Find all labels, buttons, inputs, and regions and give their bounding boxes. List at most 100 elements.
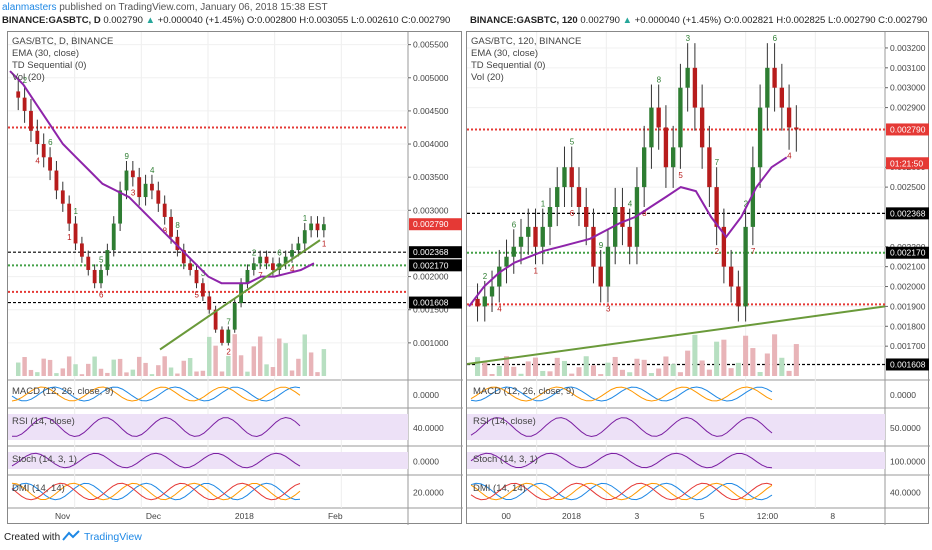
volume-bar	[590, 365, 596, 376]
volume-bar	[181, 360, 187, 376]
td-count-label: 2	[226, 348, 231, 357]
td-count-label: 2	[744, 200, 749, 209]
volume-bar	[232, 334, 237, 376]
volume-bar	[60, 368, 66, 376]
candle-body	[137, 177, 142, 198]
dmi-line	[11, 482, 301, 501]
candle-body	[200, 283, 205, 297]
candle-body	[569, 167, 574, 188]
candle-body	[714, 187, 719, 227]
volume-bar	[721, 339, 727, 376]
volume-bar	[162, 356, 167, 376]
right-chart-svg[interactable]: 0.0032000.0031000.0030000.0029000.002600…	[467, 32, 930, 525]
volume-bar	[47, 359, 53, 376]
td-count-label: 2	[23, 76, 28, 85]
x-tick-label: 3	[634, 511, 639, 521]
volume-bar	[156, 365, 161, 376]
macd-tick: 0.0000	[890, 390, 916, 400]
right-legend: GAS/BTC, 120, BINANCE EMA (30, close) TD…	[471, 36, 581, 84]
volume-bar	[750, 348, 756, 376]
candle-body	[54, 170, 59, 191]
volume-bar	[16, 362, 21, 376]
candle-body	[678, 87, 683, 148]
volume-bar	[525, 361, 531, 376]
candle-body	[264, 256, 269, 264]
candle-body	[786, 107, 792, 128]
left-last: 0.002790	[103, 15, 143, 26]
td-count-label: 4	[628, 200, 633, 209]
candle-body	[584, 207, 589, 227]
macd-line	[470, 386, 773, 402]
price-label-bg	[886, 207, 929, 220]
candle-body	[22, 97, 27, 111]
tradingview-logo-icon	[62, 530, 80, 541]
candle-body	[794, 127, 799, 130]
volume-bar	[207, 336, 212, 376]
author-link[interactable]: alanmasters	[2, 2, 57, 13]
candle-body	[562, 167, 567, 188]
volume-bar	[168, 367, 174, 376]
left-chart-svg[interactable]: 0.005500 0.005000 0.004500 0.004000 0.003500…	[8, 32, 463, 525]
right-chart-panel[interactable]: 0.0032000.0031000.0030000.0029000.002600…	[466, 31, 930, 525]
candle-body	[73, 223, 78, 244]
volume-bar	[98, 368, 104, 376]
volume-bar	[257, 336, 263, 376]
td-count-label: 1	[541, 200, 546, 209]
candle-body	[258, 256, 263, 264]
volume-bar	[238, 355, 244, 376]
td-count-label: 9	[124, 152, 129, 161]
volume-bar	[728, 368, 734, 376]
left-ticker-line: BINANCE:GASBTC, D 0.002790 ▲ +0.000040 (…	[2, 15, 450, 26]
rsi-line	[470, 416, 773, 438]
td-count-label: 8	[657, 76, 662, 85]
ema-line	[468, 156, 788, 308]
created-with-text: Created with	[4, 532, 61, 543]
left-chart-panel[interactable]: 0.005500 0.005000 0.004500 0.004000 0.003500…	[7, 31, 463, 525]
page-header: alanmasters published on TradingView.com…	[0, 0, 932, 30]
candle-body	[143, 183, 148, 198]
volume-bar	[583, 356, 589, 376]
price-label-bg	[409, 218, 462, 231]
y-tick-label: 0.002500	[890, 182, 926, 192]
price-label: 0.002368	[413, 247, 449, 257]
rsi-tick: 40.0000	[413, 423, 444, 433]
volume-bar	[308, 352, 314, 376]
td-count-label: 1	[533, 266, 538, 275]
price-label-bg	[409, 259, 462, 272]
legend-ema: EMA (30, close)	[471, 48, 539, 59]
volume-bar	[482, 362, 488, 376]
volume-bar	[28, 369, 34, 376]
volume-bar	[706, 369, 712, 376]
ema-line	[9, 70, 315, 285]
candle-body	[175, 236, 180, 251]
volume-bar	[503, 356, 510, 376]
candle-body	[48, 157, 52, 171]
volume-bar	[518, 373, 524, 376]
candle-body	[518, 236, 524, 247]
volume-bar	[194, 371, 199, 376]
candle-body	[489, 286, 495, 297]
y-tick-label: 0.005500	[413, 40, 449, 50]
candle-body	[526, 226, 531, 237]
left-low: 0.002610	[358, 15, 399, 26]
volume-bar	[136, 356, 142, 376]
candle-body	[296, 243, 301, 251]
candle-body	[150, 183, 154, 191]
volume-bar	[779, 357, 785, 376]
volume-bar	[685, 350, 691, 376]
y-tick-label: 0.001500	[413, 305, 449, 315]
rsi-tick: 50.0000	[890, 423, 921, 433]
volume-bar	[277, 338, 282, 376]
volume-bar	[302, 334, 307, 376]
volume-bar	[735, 362, 741, 376]
volume-bar	[111, 359, 116, 376]
td-count-label: 8	[163, 227, 168, 236]
volume-bar	[245, 371, 250, 376]
volume-bar	[92, 356, 97, 376]
candle-body	[555, 187, 560, 207]
volume-bar	[73, 364, 78, 376]
left-close-label: C:	[401, 15, 411, 26]
candle-body	[86, 256, 91, 270]
tradingview-brand[interactable]: TradingView	[84, 531, 142, 543]
volume-bar	[496, 365, 502, 376]
